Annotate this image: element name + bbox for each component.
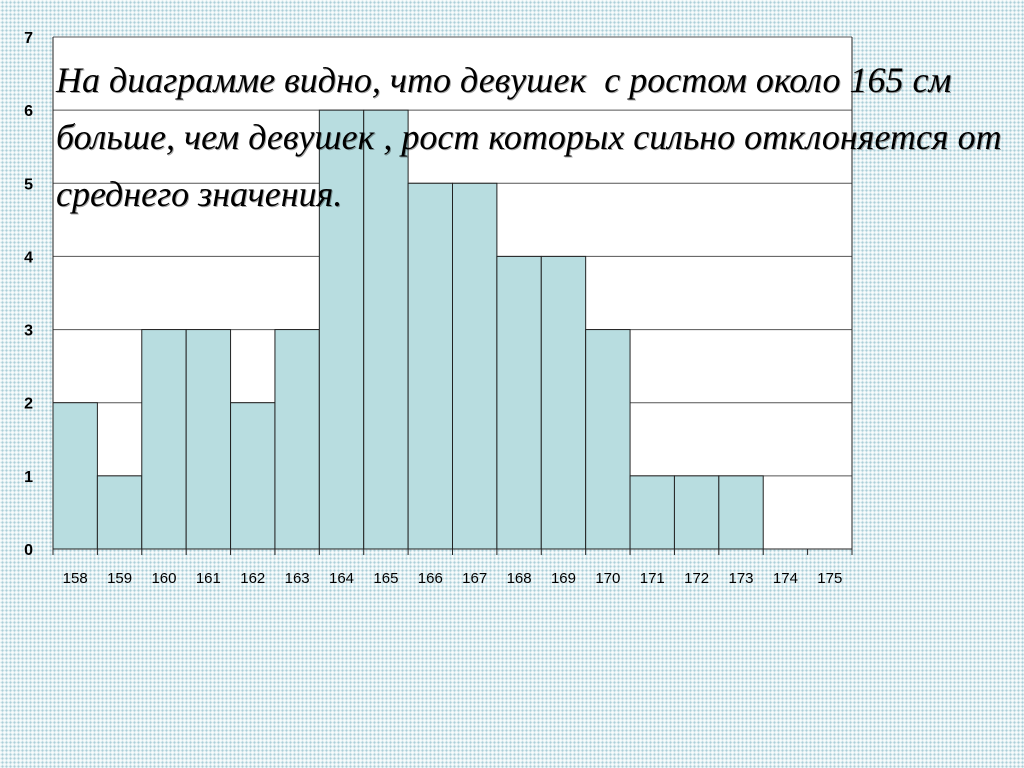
bar-173 (718, 475, 764, 550)
x-tick-label: 161 (196, 570, 221, 587)
bar-160 (141, 329, 187, 550)
x-tick-label: 159 (107, 570, 132, 587)
x-tick-label: 162 (240, 570, 265, 587)
x-tick-label: 165 (373, 570, 398, 587)
y-tick-label: 0 (24, 542, 33, 559)
x-tick-label: 172 (684, 570, 709, 587)
y-tick-label: 1 (24, 469, 33, 486)
bar-159 (96, 475, 143, 550)
bar-164 (318, 109, 365, 550)
x-tick-label: 164 (329, 570, 354, 587)
bars (52, 109, 764, 550)
x-tick-label: 163 (285, 570, 310, 587)
bar-163 (274, 329, 320, 550)
x-tick-label: 175 (817, 570, 842, 587)
y-tick-labels: 0 1 2 3 4 5 6 7 (24, 30, 33, 559)
bar-169 (540, 255, 587, 550)
x-tick-label: 169 (551, 570, 576, 587)
bar-166 (407, 182, 454, 550)
x-tick-label: 168 (507, 570, 532, 587)
bar-168 (496, 255, 542, 550)
bar-165 (363, 109, 409, 550)
y-tick-label: 4 (24, 249, 33, 266)
x-tick-label: 166 (418, 570, 443, 587)
bar-172 (673, 475, 720, 550)
bar-171 (629, 475, 675, 550)
x-tick-label: 173 (729, 570, 754, 587)
y-tick-label: 6 (24, 103, 33, 120)
bar-167 (452, 182, 498, 550)
x-tick-label: 167 (462, 570, 487, 587)
bar-158 (52, 402, 98, 550)
x-tick-labels: 158 159 160 161 162 163 164 165 166 167 168 169 170 1… (63, 570, 843, 587)
bar-162 (230, 402, 276, 550)
y-tick-label: 7 (24, 30, 33, 47)
x-tick-label: 171 (640, 570, 665, 587)
axes (52, 37, 853, 555)
bar-170 (585, 329, 631, 550)
x-tick-label: 170 (595, 570, 620, 587)
y-tick-label: 3 (24, 323, 33, 340)
x-tick-label: 160 (151, 570, 176, 587)
x-tick-label: 158 (63, 570, 88, 587)
y-tick-label: 5 (24, 176, 33, 193)
slide-caption: На диаграмме видно, что девушек с ростом… (56, 60, 1011, 214)
bar-161 (185, 329, 232, 550)
x-tick-label: 174 (773, 570, 798, 587)
y-tick-label: 2 (24, 396, 33, 413)
